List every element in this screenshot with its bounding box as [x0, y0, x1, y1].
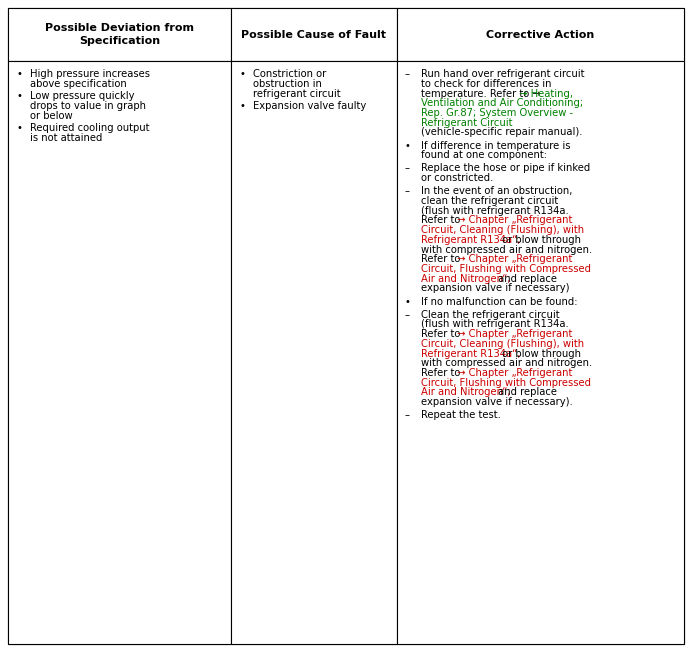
Text: In the event of an obstruction,: In the event of an obstruction,	[421, 186, 572, 196]
Bar	[397, 61, 684, 644]
Text: or blow through: or blow through	[499, 349, 581, 359]
Text: to check for differences in: to check for differences in	[421, 79, 552, 89]
Text: Rep. Gr.87; System Overview -: Rep. Gr.87; System Overview -	[421, 108, 573, 118]
Text: •: •	[17, 91, 22, 102]
Text: Required cooling output: Required cooling output	[30, 123, 150, 134]
Bar	[231, 8, 397, 61]
Text: •: •	[239, 69, 246, 79]
Text: If no malfunction can be found:: If no malfunction can be found:	[421, 297, 577, 306]
Text: expansion valve if necessary): expansion valve if necessary)	[421, 284, 570, 293]
Text: Corrective Action: Corrective Action	[486, 29, 594, 40]
Text: •: •	[17, 69, 22, 79]
Text: or constricted.: or constricted.	[421, 173, 493, 183]
Text: drops to value in graph: drops to value in graph	[30, 101, 147, 111]
Text: –: –	[405, 186, 410, 196]
Text: refrigerant circuit: refrigerant circuit	[253, 89, 341, 98]
Bar	[8, 8, 231, 61]
Text: clean the refrigerant circuit: clean the refrigerant circuit	[421, 196, 558, 206]
Text: Refrigerant R134a“;: Refrigerant R134a“;	[421, 349, 520, 359]
Text: Repeat the test.: Repeat the test.	[421, 410, 501, 421]
Text: Possible Deviation from
Specification: Possible Deviation from Specification	[45, 23, 194, 46]
Text: •: •	[405, 297, 411, 306]
Text: → Chapter „Refrigerant: → Chapter „Refrigerant	[454, 368, 572, 378]
Text: Circuit, Cleaning (Flushing), with: Circuit, Cleaning (Flushing), with	[421, 225, 584, 235]
Text: If difference in temperature is: If difference in temperature is	[421, 140, 570, 151]
Text: Refer to: Refer to	[421, 368, 460, 378]
Text: → Chapter „Refrigerant: → Chapter „Refrigerant	[454, 329, 572, 339]
Text: Possible Cause of Fault: Possible Cause of Fault	[242, 29, 386, 40]
Text: Circuit, Flushing with Compressed: Circuit, Flushing with Compressed	[421, 264, 591, 274]
Text: Circuit, Cleaning (Flushing), with: Circuit, Cleaning (Flushing), with	[421, 339, 584, 349]
Text: → Heating,: → Heating,	[516, 89, 572, 98]
Text: Expansion valve faulty: Expansion valve faulty	[253, 101, 367, 111]
Text: –: –	[405, 69, 410, 79]
Text: and replace: and replace	[495, 387, 557, 397]
Text: (flush with refrigerant R134a.: (flush with refrigerant R134a.	[421, 205, 569, 216]
Text: Air and Nitrogen“;: Air and Nitrogen“;	[421, 387, 511, 397]
Text: expansion valve if necessary).: expansion valve if necessary).	[421, 397, 572, 407]
Text: •: •	[17, 123, 22, 134]
Text: obstruction in: obstruction in	[253, 79, 322, 89]
Text: → Chapter „Refrigerant: → Chapter „Refrigerant	[454, 254, 572, 264]
Text: Circuit, Flushing with Compressed: Circuit, Flushing with Compressed	[421, 378, 591, 388]
Text: •: •	[405, 140, 411, 151]
Text: (vehicle-specific repair manual).: (vehicle-specific repair manual).	[421, 127, 583, 138]
Text: Replace the hose or pipe if kinked: Replace the hose or pipe if kinked	[421, 164, 590, 173]
Text: Constriction or: Constriction or	[253, 69, 327, 79]
Text: –: –	[405, 410, 410, 421]
Text: –: –	[405, 164, 410, 173]
Bar	[397, 8, 684, 61]
Text: with compressed air and nitrogen.: with compressed air and nitrogen.	[421, 244, 592, 254]
Text: Refer to: Refer to	[421, 329, 460, 339]
Text: above specification: above specification	[30, 79, 127, 89]
Text: found at one component:: found at one component:	[421, 150, 547, 160]
Text: Refer to: Refer to	[421, 254, 460, 264]
Text: Air and Nitrogen“;: Air and Nitrogen“;	[421, 274, 511, 284]
Text: temperature. Refer to →: temperature. Refer to →	[421, 89, 540, 98]
Text: Refrigerant Circuit: Refrigerant Circuit	[421, 117, 512, 128]
Text: Ventilation and Air Conditioning;: Ventilation and Air Conditioning;	[421, 98, 583, 108]
Text: and replace: and replace	[495, 274, 557, 284]
Text: (flush with refrigerant R134a.: (flush with refrigerant R134a.	[421, 319, 569, 329]
Text: → Chapter „Refrigerant: → Chapter „Refrigerant	[454, 215, 572, 226]
Text: High pressure increases: High pressure increases	[30, 69, 150, 79]
Text: •: •	[239, 101, 246, 111]
Text: with compressed air and nitrogen.: with compressed air and nitrogen.	[421, 358, 592, 368]
Text: is not attained: is not attained	[30, 133, 103, 143]
Text: or blow through: or blow through	[499, 235, 581, 244]
Text: –: –	[405, 310, 410, 319]
Text: Run hand over refrigerant circuit: Run hand over refrigerant circuit	[421, 69, 584, 79]
Text: or below: or below	[30, 111, 73, 121]
Bar	[231, 61, 397, 644]
Text: Refer to: Refer to	[421, 215, 460, 226]
Text: Clean the refrigerant circuit: Clean the refrigerant circuit	[421, 310, 560, 319]
Bar	[8, 61, 231, 644]
Text: Refrigerant R134a“;: Refrigerant R134a“;	[421, 235, 520, 244]
Text: Low pressure quickly: Low pressure quickly	[30, 91, 135, 102]
